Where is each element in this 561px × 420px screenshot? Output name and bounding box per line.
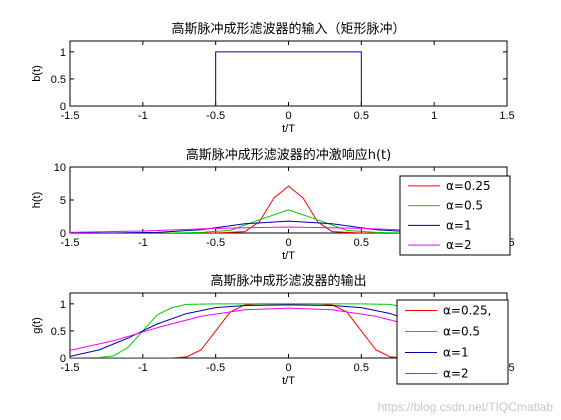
chart3-ytick-label-1: 0.5 (51, 326, 66, 338)
chart1-xtick-label-6: 1.5 (499, 110, 514, 122)
chart3-xtick-label-1: -1 (138, 362, 148, 374)
chart2-title: 高斯脉冲成形滤波器的冲激响应h(t) (186, 147, 391, 163)
chart3-ytick-label-0: 0 (60, 353, 66, 365)
chart1-xtick-label-3: 0 (285, 110, 291, 122)
chart1-ytick-label-0: 0 (60, 101, 66, 113)
chart3-ytick-label-2: 1 (60, 299, 66, 311)
chart3-legend-box (396, 299, 509, 385)
chart3-legend: α=0.25, α=0.5 α=1 α=2 (396, 299, 509, 385)
chart2-ylabel: h(t) (31, 192, 43, 209)
chart2-legend: α=0.25 α=0.5 α=1 α=2 (399, 175, 511, 256)
chart1-xlabel: t/T (282, 123, 295, 135)
chart1-axes-box (69, 40, 508, 107)
chart2-ytick-label-0: 0 (60, 228, 66, 240)
chart3-xtick-label-0: -1.5 (61, 362, 80, 374)
chart1-series-group (70, 51, 507, 106)
chart1-series-0 (70, 51, 507, 106)
chart2-xtick-label-1: -1 (138, 237, 148, 249)
chart2-series-1 (70, 209, 507, 233)
chart2-xtick-label-0: -1.5 (61, 237, 80, 249)
chart1-xtick-label-1: -1 (138, 110, 148, 122)
chart3-legend-label-0: α=0.25, (443, 304, 492, 318)
chart1-title: 高斯脉冲成形滤波器的输入（矩形脉冲） (171, 21, 405, 37)
chart2-ytick-label-1: 5 (60, 195, 66, 207)
chart1-xtick-label-5: 1 (431, 110, 437, 122)
chart3-ylabel: g(t) (31, 317, 43, 334)
chart2-xtick-label-2: -0.5 (206, 237, 225, 249)
chart2-legend-label-3: α=2 (446, 238, 472, 252)
chart3: -1.5-1-0.500.511.500.51高斯脉冲成形滤波器的输出t/Tg(… (31, 273, 515, 387)
chart3-xtick-label-4: 0.5 (354, 362, 369, 374)
chart2-xlabel: t/T (282, 250, 295, 262)
chart2-ytick-label-2: 10 (54, 162, 66, 174)
charts: -1.5 -1 -0.5 0 0.5 1 1.5 0 0.5 1 高斯脉冲成形滤波器的输入（矩形脉冲… (31, 21, 515, 387)
chart2-legend-label-0: α=0.25 (446, 179, 491, 193)
chart2-legend-label-1: α=0.5 (446, 199, 483, 213)
chart2-legend-box (399, 175, 511, 256)
chart3-xlabel: t/T (282, 375, 295, 387)
chart3-legend-label-3: α=2 (443, 367, 469, 381)
chart2-xtick-label-4: 0.5 (354, 237, 369, 249)
chart2-xtick-label-3: 0 (285, 237, 291, 249)
watermark: https://blog.csdn.net/TIQCmatlab (377, 400, 553, 414)
chart1-xtick-label-4: 0.5 (354, 110, 369, 122)
chart1-ytick-label-2: 1 (60, 47, 66, 59)
chart1-xtick-label-0: -1.5 (61, 110, 80, 122)
chart2: -1.5-1-0.500.511.50510高斯脉冲成形滤波器的冲激响应h(t)… (31, 147, 515, 262)
chart3-legend-label-2: α=1 (443, 346, 469, 360)
chart1-ylabel: b(t) (31, 65, 43, 82)
chart1-ytick-label-1: 0.5 (51, 74, 66, 86)
chart3-title: 高斯脉冲成形滤波器的输出 (210, 273, 366, 289)
chart3-xtick-label-2: -0.5 (206, 362, 225, 374)
chart2-legend-label-2: α=1 (446, 218, 472, 232)
chart3-xtick-label-3: 0 (285, 362, 291, 374)
chart1: -1.5 -1 -0.5 0 0.5 1 1.5 0 0.5 1 高斯脉冲成形滤波器的输入（矩形脉冲… (31, 21, 515, 135)
chart1-xtick-label-2: -0.5 (206, 110, 225, 122)
chart2-series-0 (70, 185, 507, 233)
chart3-legend-label-1: α=0.5 (443, 325, 480, 339)
